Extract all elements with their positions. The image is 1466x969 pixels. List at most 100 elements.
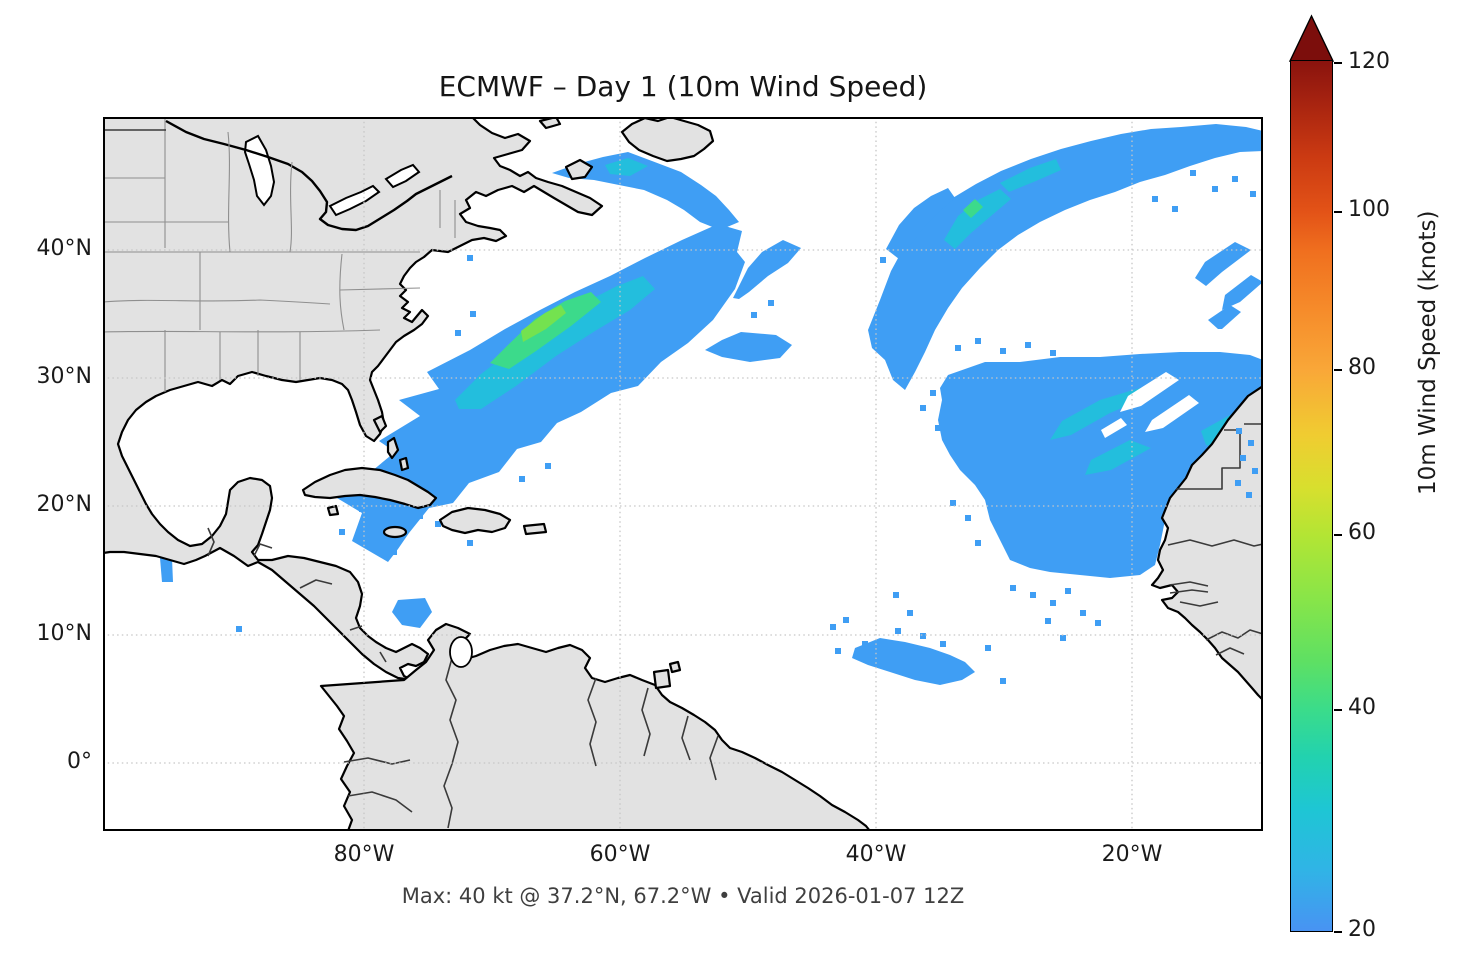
- colorbar-tickmark: [1334, 931, 1342, 933]
- wind-speck: [1246, 492, 1252, 498]
- wind-cell: [868, 124, 1263, 390]
- wind-speck: [1190, 170, 1196, 176]
- wind-speck: [399, 470, 405, 476]
- lake-ontario: [384, 163, 421, 189]
- wind-cell: [1000, 159, 1061, 192]
- wind-speck: [835, 648, 841, 654]
- wind-speck: [448, 432, 454, 438]
- senegal-guinea-border: [1179, 601, 1219, 607]
- africa-landmass: [1150, 384, 1263, 702]
- puerto-rico-island: [522, 522, 548, 536]
- wind-speck: [1240, 455, 1246, 461]
- wind-speck: [920, 633, 926, 639]
- max-wind-caption: Max: 40 kt @ 37.2°N, 67.2°W • Valid 2026…: [401, 884, 965, 908]
- wind-cell: [886, 188, 955, 259]
- colorbar-tickmark: [1334, 369, 1342, 372]
- yucatan-isle: [326, 504, 340, 517]
- wind-speck: [467, 540, 473, 546]
- colorbar-tickmark: [1334, 534, 1342, 537]
- wind-speck: [862, 641, 868, 647]
- mauritania-senegal-border: [1167, 539, 1263, 547]
- trinidad-island: [652, 660, 682, 690]
- wind-cell: [521, 305, 566, 342]
- wind-speck: [985, 645, 991, 651]
- guatemala-honduras-border: [253, 543, 273, 557]
- colorbar-tickmark: [1334, 210, 1342, 213]
- colombia-venezuela-border: [443, 657, 459, 829]
- colorbar-gradient: [1290, 60, 1333, 932]
- wind-speck: [1172, 206, 1178, 212]
- wind-speck: [751, 312, 757, 318]
- wind-speck: [1080, 610, 1086, 616]
- wind-cell: [705, 332, 792, 362]
- wind-speck: [435, 521, 441, 527]
- colorbar-extend-arrow-icon: [1288, 14, 1335, 62]
- wind-cell: [944, 189, 1011, 249]
- wind-speck: [1065, 588, 1071, 594]
- x-tick-label: 60°W: [589, 842, 651, 867]
- wind-speck: [1030, 592, 1036, 598]
- lat-lon-gridlines: [103, 117, 1263, 831]
- wind-speck: [1025, 342, 1031, 348]
- wind-speck: [975, 338, 981, 344]
- wind-speck: [455, 330, 461, 336]
- lake-erie: [328, 184, 381, 217]
- wind-speck: [467, 255, 473, 261]
- wind-cell: [1120, 372, 1179, 412]
- wind-speck: [1152, 196, 1158, 202]
- wind-speck: [519, 476, 525, 482]
- wind-cell: [1145, 395, 1199, 432]
- wind-speck: [470, 311, 476, 317]
- wind-speck: [940, 641, 946, 647]
- mexico-guatemala-border: [207, 527, 215, 557]
- chart-title: ECMWF – Day 1 (10m Wind Speed): [438, 70, 928, 103]
- wind-cell: [552, 152, 739, 230]
- y-tick-label: 10°N: [36, 621, 92, 646]
- wind-speck: [1236, 428, 1242, 434]
- wind-cell: [605, 158, 648, 176]
- newfoundland-island: [620, 117, 715, 163]
- wind-cell: [852, 638, 975, 685]
- wind-cell: [160, 558, 173, 582]
- colorbar: 120 100 80 60 40 20: [1288, 14, 1466, 942]
- wind-cell: [733, 240, 801, 299]
- wind-speck: [1250, 191, 1256, 197]
- wind-speck: [930, 390, 936, 396]
- wind-speck: [1248, 440, 1254, 446]
- wind-speck: [1060, 635, 1066, 641]
- wind-cell: [337, 224, 745, 562]
- guinea-borders: [1205, 629, 1263, 656]
- wind-speck: [1000, 348, 1006, 354]
- wind-speck: [417, 513, 423, 519]
- guyana-suriname-border: [641, 687, 651, 757]
- wind-speck: [965, 515, 971, 521]
- wind-speck: [1232, 176, 1238, 182]
- wind-cell: [1208, 305, 1241, 329]
- map-plot-area: [103, 117, 1263, 831]
- atlantic-wind-map: [103, 117, 1263, 831]
- ecuador-peru-border: [347, 791, 413, 813]
- wind-speck: [1000, 678, 1006, 684]
- nicaragua-costarica-border: [349, 625, 363, 631]
- costarica-panama-border: [379, 651, 387, 663]
- landmasses: [103, 117, 1263, 831]
- wind-speck: [236, 626, 242, 632]
- wind-speck: [1235, 480, 1241, 486]
- wind-speck: [893, 592, 899, 598]
- colorbar-tickmark: [1334, 708, 1342, 711]
- cape-breton-island: [564, 158, 594, 181]
- colorbar-tick-label: 60: [1348, 520, 1376, 546]
- wind-cell: [455, 276, 655, 409]
- wind-speck: [1252, 468, 1258, 474]
- colorbar-tick-label: 100: [1348, 196, 1390, 222]
- wind-cell: [1195, 242, 1251, 286]
- x-tick-label: 40°W: [845, 842, 907, 867]
- wind-speck: [975, 540, 981, 546]
- wind-speck: [935, 425, 941, 431]
- wind-speck: [880, 257, 886, 263]
- colorbar-tick-label: 120: [1348, 48, 1390, 74]
- suriname-frenchguiana-border: [681, 715, 691, 761]
- wind-speck: [955, 345, 961, 351]
- wind-speck: [391, 549, 397, 555]
- venezuela-guyana-border: [587, 677, 597, 767]
